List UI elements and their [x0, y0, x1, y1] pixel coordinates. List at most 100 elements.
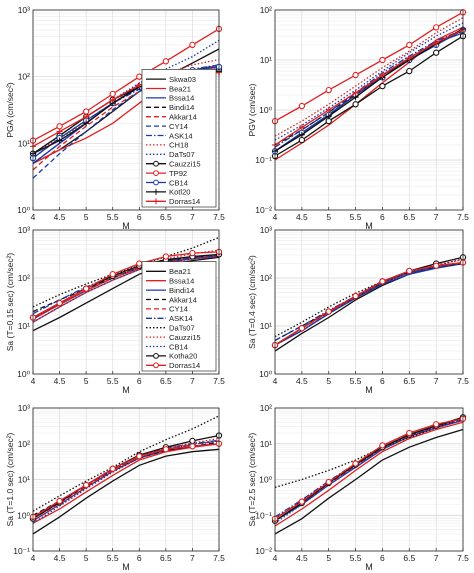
x-tick-label: 6.5 [160, 553, 172, 563]
data-point [406, 41, 413, 49]
data-point [325, 478, 332, 486]
series-line [274, 29, 464, 146]
y-tick-label: 10⁻¹ [13, 546, 30, 556]
legend-marker [153, 198, 159, 205]
data-point [352, 71, 359, 79]
y-tick-label: 10⁻¹ [255, 510, 272, 520]
data-point [325, 308, 332, 315]
legend-label: Bea21 [169, 267, 191, 276]
data-point [162, 253, 170, 260]
x-tick-label: 7 [434, 212, 439, 222]
x-tick-label: 6 [380, 212, 385, 222]
axes-frame [32, 229, 220, 375]
x-axis-label: M [122, 562, 130, 572]
y-tick-label: 10² [260, 403, 272, 413]
data-point [325, 113, 332, 120]
x-tick-label: 5.5 [107, 553, 119, 563]
x-tick-label: 7.5 [213, 553, 225, 563]
x-tick-label: 6.5 [403, 376, 415, 386]
series-line [274, 261, 464, 346]
data-point [432, 262, 440, 269]
data-point [109, 90, 116, 98]
data-point [325, 86, 332, 94]
x-tick-label: 4.5 [54, 553, 66, 563]
series-line [32, 443, 220, 518]
x-tick-label: 4 [31, 376, 36, 386]
axes-frame [32, 9, 220, 211]
legend: Bea21Bssa14Bindi14Akkar14CY14ASK14DaTs07… [141, 261, 217, 372]
legend-marker [153, 170, 159, 177]
data-point [162, 58, 170, 65]
x-tick-label: 7 [190, 553, 195, 563]
series-group [271, 414, 467, 535]
legend-label: CB14 [169, 178, 188, 187]
data-point [56, 137, 63, 144]
x-axis-label: M [365, 385, 373, 395]
legend-label: Bssa14 [169, 277, 194, 286]
legend-label: Kotha20 [169, 352, 197, 361]
y-tick-label: 10² [18, 273, 30, 283]
data-point [83, 120, 90, 127]
panel-1: 4 4.5 5 5.5 6 6.5 7 7.5 10⁰ 10¹ 10² 10³ M PGA (cm/sec… [5, 5, 225, 231]
series-line [274, 28, 464, 152]
data-point [298, 136, 306, 144]
data-point [109, 465, 116, 472]
y-tick-label: 10³ [18, 225, 30, 235]
data-point [56, 123, 63, 130]
panel-3: 4 4.5 5 5.5 6 6.5 7 7.5 10⁰ 10¹ 10² 10³ M Sa (T=0.15 … [5, 225, 225, 395]
legend-label: ASK14 [169, 131, 193, 140]
y-axis-label: Sa (T=0.4 sec) (cm/sec²) [247, 255, 257, 349]
data-point [82, 481, 90, 489]
legend-label: Skwa03 [169, 75, 196, 84]
y-tick-label: 10³ [18, 403, 30, 413]
x-axis-label: M [365, 562, 373, 572]
x-tick-label: 5 [84, 553, 89, 563]
series-line [274, 29, 464, 148]
series-line [32, 48, 220, 164]
series-line [32, 249, 220, 320]
x-tick-label: 4.5 [296, 553, 308, 563]
x-tick-label: 5.5 [350, 376, 362, 386]
legend-label: TP92 [169, 169, 187, 178]
y-tick-label: 10³ [260, 225, 272, 235]
series-line [32, 437, 220, 522]
x-axis-label: M [122, 221, 130, 231]
data-point [352, 101, 359, 108]
data-point [189, 437, 196, 445]
x-tick-label: 5.5 [107, 376, 119, 386]
series-line [32, 255, 220, 323]
data-point [109, 271, 116, 278]
data-point [189, 249, 196, 257]
y-tick-label: 10⁻² [255, 205, 272, 215]
y-tick-label: 10² [260, 5, 272, 15]
legend: Skwa03Bea21Bssa14Bindi14Akkar14CY14ASK14… [141, 69, 217, 208]
grid [32, 407, 220, 552]
data-point [298, 131, 305, 138]
x-tick-label: 4 [273, 212, 278, 222]
y-tick-label: 10⁰ [259, 369, 272, 379]
y-axis-label: PGA (cm/sec²) [5, 82, 15, 137]
series-line [274, 17, 464, 137]
axes-frame [274, 229, 464, 375]
x-tick-label: 6.5 [160, 376, 172, 386]
x-tick-label: 5 [326, 376, 331, 386]
x-tick-label: 7 [434, 553, 439, 563]
legend-label: DaTs07 [169, 324, 195, 333]
x-tick-label: 6 [380, 553, 385, 563]
data-point [56, 299, 63, 307]
series-line [274, 29, 464, 152]
x-tick-label: 6 [137, 376, 142, 386]
y-tick-label: 10³ [18, 5, 30, 15]
series-line [274, 11, 464, 122]
x-tick-label: 4.5 [296, 376, 308, 386]
x-tick-label: 7 [190, 212, 195, 222]
data-point [379, 442, 386, 449]
y-tick-label: 10¹ [260, 439, 272, 449]
legend-label: Dorras14 [169, 361, 200, 370]
legend-label: Cauzzi15 [169, 160, 201, 169]
data-point [432, 24, 440, 31]
y-tick-label: 10¹ [18, 475, 30, 485]
series-line [274, 35, 464, 157]
data-point [298, 124, 305, 131]
legend-label: CY14 [169, 122, 188, 131]
